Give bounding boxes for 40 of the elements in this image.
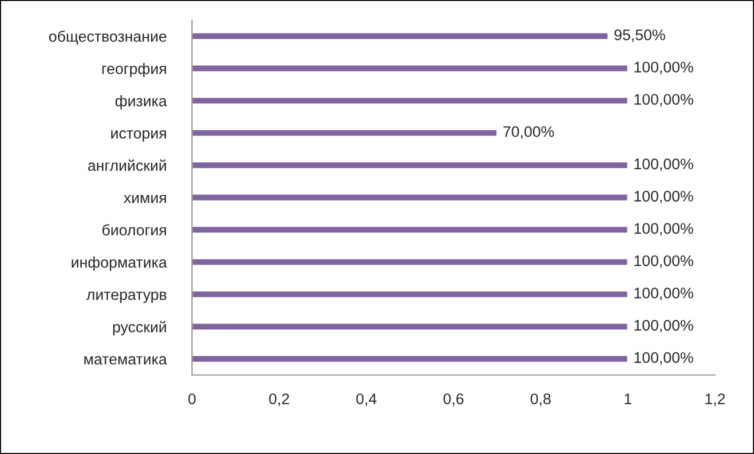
data-label: 100,00%: [634, 255, 694, 268]
x-tick-label: 0: [188, 393, 196, 404]
bar: [192, 193, 629, 202]
y-tick-label: биология: [102, 224, 166, 236]
y-tick-label: физика: [115, 95, 167, 110]
bar: [192, 64, 629, 73]
bar: [192, 96, 629, 105]
y-tick-label: английский: [88, 159, 166, 171]
data-label: 100,00%: [634, 190, 694, 204]
data-label: 100,00%: [634, 288, 694, 300]
x-tick-label: 0,4: [356, 393, 377, 406]
bar: [192, 258, 629, 266]
x-tick-label: 0,8: [530, 393, 551, 406]
data-label: 100,00%: [634, 352, 694, 365]
y-tick-label: химия: [124, 194, 166, 204]
y-tick-label: обществознание: [49, 30, 166, 45]
data-label: 100,00%: [634, 320, 694, 332]
data-label: 100,00%: [634, 62, 694, 74]
y-tick-label: геогрфия: [102, 62, 166, 78]
data-label: 100,00%: [634, 223, 694, 236]
bar: [192, 128, 498, 138]
x-tick-label: 0,6: [443, 393, 464, 406]
data-label: 95,50%: [614, 29, 666, 42]
y-tick-label: русский: [113, 320, 166, 336]
x-tick-label: 1: [624, 394, 632, 404]
bar: [192, 160, 629, 170]
y-tick-label: математика: [84, 356, 168, 365]
bar: [192, 354, 629, 364]
data-label: 100,00%: [634, 94, 694, 107]
data-label: 70,00%: [503, 126, 554, 139]
bar: [192, 32, 609, 40]
data-label: 100,00%: [634, 158, 694, 172]
y-tick-label: история: [111, 130, 166, 142]
x-tick-label: 1,2: [706, 393, 725, 406]
bar: [192, 226, 629, 234]
bar: [192, 290, 629, 299]
x-tick-label: 0,2: [269, 393, 290, 406]
bar: [192, 322, 629, 331]
y-tick-label: литературв: [86, 292, 166, 304]
y-tick-label: информатика: [72, 256, 168, 271]
